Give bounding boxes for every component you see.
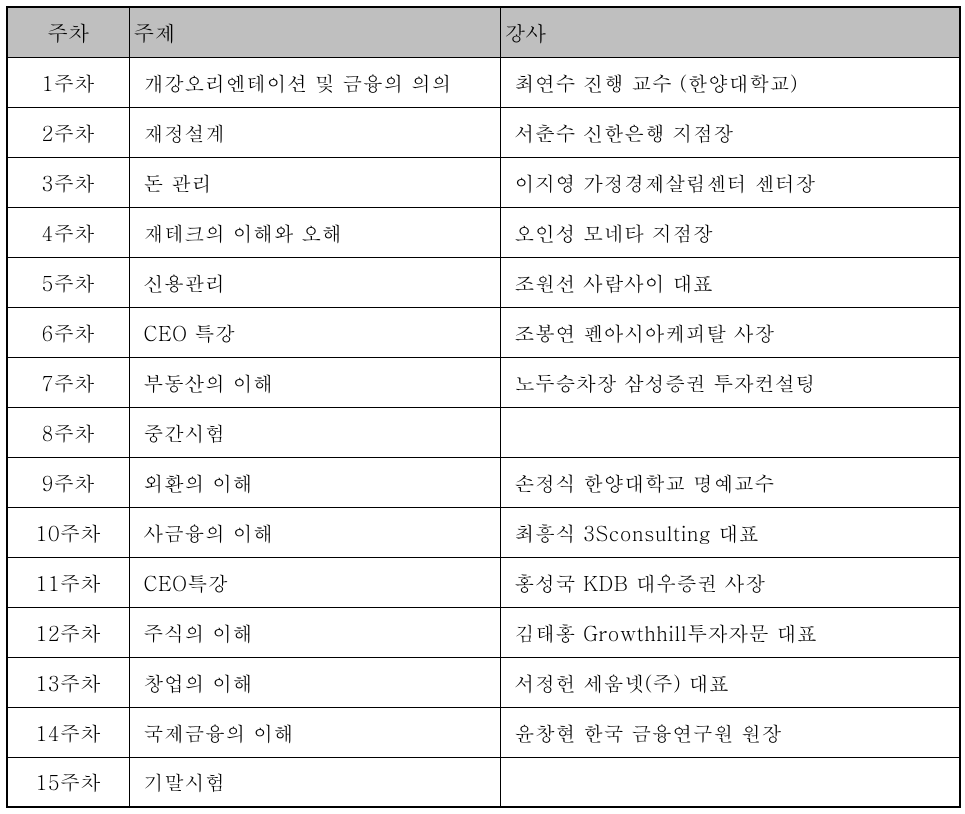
cell-instructor: 이지영 가정경제살림센터 센터장 <box>500 157 960 207</box>
cell-week: 15주차 <box>7 757 129 807</box>
cell-topic: 신용관리 <box>129 257 500 307</box>
cell-week: 4주차 <box>7 207 129 257</box>
cell-topic: 재테크의 이해와 오해 <box>129 207 500 257</box>
cell-week: 7주차 <box>7 357 129 407</box>
cell-instructor: 조봉연 펜아시아케피탈 사장 <box>500 307 960 357</box>
table-row: 15주차 기말시험 <box>7 757 960 807</box>
cell-week: 6주차 <box>7 307 129 357</box>
table-body: 1주차 개강오리엔테이션 및 금융의 의의 최연수 진행 교수 (한양대학교) … <box>7 57 960 807</box>
cell-week: 2주차 <box>7 107 129 157</box>
cell-week: 12주차 <box>7 607 129 657</box>
cell-topic: 국제금융의 이해 <box>129 707 500 757</box>
cell-instructor: 오인성 모네타 지점장 <box>500 207 960 257</box>
schedule-table: 주차 주제 강사 1주차 개강오리엔테이션 및 금융의 의의 최연수 진행 교수… <box>6 6 961 808</box>
table-row: 10주차 사금융의 이해 최흥식 3Sconsulting 대표 <box>7 507 960 557</box>
table-row: 13주차 창업의 이해 서정헌 세움넷(주) 대표 <box>7 657 960 707</box>
cell-instructor: 최연수 진행 교수 (한양대학교) <box>500 57 960 107</box>
table-row: 2주차 재정설계 서춘수 신한은행 지점장 <box>7 107 960 157</box>
cell-instructor: 손정식 한양대학교 명예교수 <box>500 457 960 507</box>
cell-instructor: 노두승차장 삼성증권 투자컨설팅 <box>500 357 960 407</box>
table-row: 12주차 주식의 이해 김태홍 Growthhill투자자문 대표 <box>7 607 960 657</box>
cell-week: 14주차 <box>7 707 129 757</box>
table-row: 14주차 국제금융의 이해 윤창현 한국 금융연구원 원장 <box>7 707 960 757</box>
cell-instructor <box>500 407 960 457</box>
cell-week: 5주차 <box>7 257 129 307</box>
table-row: 9주차 외환의 이해 손정식 한양대학교 명예교수 <box>7 457 960 507</box>
cell-topic: 돈 관리 <box>129 157 500 207</box>
cell-instructor: 윤창현 한국 금융연구원 원장 <box>500 707 960 757</box>
schedule-table-wrapper: 주차 주제 강사 1주차 개강오리엔테이션 및 금융의 의의 최연수 진행 교수… <box>6 6 959 808</box>
table-row: 11주차 CEO특강 홍성국 KDB 대우증권 사장 <box>7 557 960 607</box>
cell-topic: 개강오리엔테이션 및 금융의 의의 <box>129 57 500 107</box>
cell-topic: 기말시험 <box>129 757 500 807</box>
table-row: 8주차 중간시험 <box>7 407 960 457</box>
table-row: 6주차 CEO 특강 조봉연 펜아시아케피탈 사장 <box>7 307 960 357</box>
cell-instructor: 최흥식 3Sconsulting 대표 <box>500 507 960 557</box>
cell-topic: 창업의 이해 <box>129 657 500 707</box>
header-row: 주차 주제 강사 <box>7 7 960 57</box>
table-row: 1주차 개강오리엔테이션 및 금융의 의의 최연수 진행 교수 (한양대학교) <box>7 57 960 107</box>
cell-topic: CEO 특강 <box>129 307 500 357</box>
cell-topic: 중간시험 <box>129 407 500 457</box>
cell-week: 8주차 <box>7 407 129 457</box>
cell-week: 11주차 <box>7 557 129 607</box>
cell-week: 9주차 <box>7 457 129 507</box>
cell-topic: 재정설계 <box>129 107 500 157</box>
cell-topic: 부동산의 이해 <box>129 357 500 407</box>
header-week: 주차 <box>7 7 129 57</box>
cell-week: 13주차 <box>7 657 129 707</box>
header-topic: 주제 <box>129 7 500 57</box>
cell-topic: 외환의 이해 <box>129 457 500 507</box>
cell-week: 1주차 <box>7 57 129 107</box>
cell-instructor: 홍성국 KDB 대우증권 사장 <box>500 557 960 607</box>
cell-instructor: 조원선 사람사이 대표 <box>500 257 960 307</box>
cell-topic: CEO특강 <box>129 557 500 607</box>
table-row: 7주차 부동산의 이해 노두승차장 삼성증권 투자컨설팅 <box>7 357 960 407</box>
cell-week: 10주차 <box>7 507 129 557</box>
table-row: 5주차 신용관리 조원선 사람사이 대표 <box>7 257 960 307</box>
cell-instructor: 김태홍 Growthhill투자자문 대표 <box>500 607 960 657</box>
header-instructor: 강사 <box>500 7 960 57</box>
cell-instructor: 서정헌 세움넷(주) 대표 <box>500 657 960 707</box>
cell-topic: 사금융의 이해 <box>129 507 500 557</box>
cell-instructor: 서춘수 신한은행 지점장 <box>500 107 960 157</box>
cell-topic: 주식의 이해 <box>129 607 500 657</box>
cell-week: 3주차 <box>7 157 129 207</box>
table-row: 4주차 재테크의 이해와 오해 오인성 모네타 지점장 <box>7 207 960 257</box>
table-header: 주차 주제 강사 <box>7 7 960 57</box>
table-row: 3주차 돈 관리 이지영 가정경제살림센터 센터장 <box>7 157 960 207</box>
cell-instructor <box>500 757 960 807</box>
